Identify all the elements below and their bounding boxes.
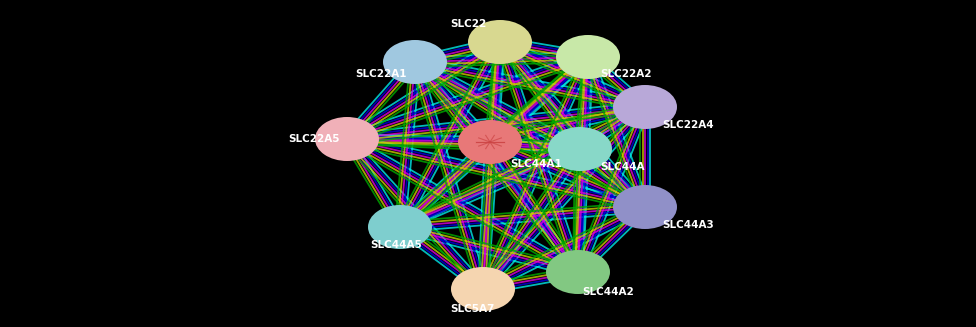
Text: SLC22A4: SLC22A4 [662,120,713,130]
Ellipse shape [613,185,677,229]
Text: SLC22A1: SLC22A1 [355,69,406,79]
Text: SLC22A2: SLC22A2 [600,69,652,79]
Text: SLC44A2: SLC44A2 [582,287,633,297]
Text: SLC44A5: SLC44A5 [370,240,422,250]
Text: SLC22: SLC22 [450,19,486,29]
Ellipse shape [315,117,379,161]
Ellipse shape [468,20,532,64]
Ellipse shape [451,267,515,311]
Text: SLC44A3: SLC44A3 [662,220,713,230]
Ellipse shape [368,205,432,249]
Ellipse shape [613,85,677,129]
Ellipse shape [383,40,447,84]
Ellipse shape [546,250,610,294]
Text: SLC44A: SLC44A [600,162,644,172]
Ellipse shape [458,120,522,164]
Ellipse shape [548,127,612,171]
Text: SLC5A7: SLC5A7 [450,304,495,314]
Text: SLC22A5: SLC22A5 [288,134,340,144]
Text: SLC44A1: SLC44A1 [510,159,562,169]
Ellipse shape [556,35,620,79]
